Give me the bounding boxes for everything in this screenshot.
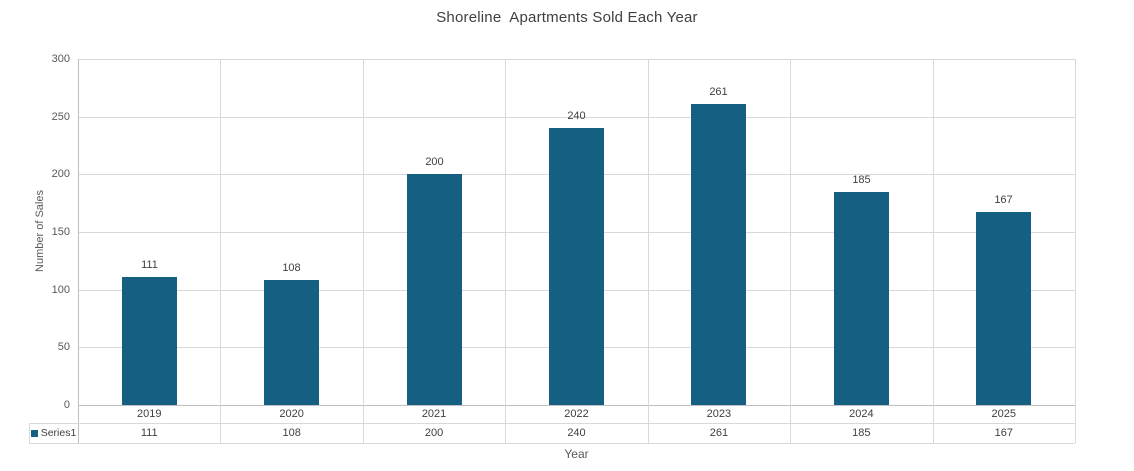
bar-value-label: 185 <box>852 174 871 186</box>
bar-value-label: 167 <box>994 194 1013 206</box>
gridline-vertical <box>1075 59 1076 443</box>
bar-value-label: 111 <box>141 259 158 271</box>
legend-series-swatch-icon <box>30 429 38 437</box>
gridline-horizontal <box>78 59 1075 60</box>
gridline-vertical <box>220 59 221 443</box>
bar-2025 <box>976 212 1031 405</box>
y-axis-tick-label: 0 <box>63 399 70 411</box>
table-value-cell: 261 <box>709 427 729 439</box>
legend: Series1 <box>29 423 78 443</box>
category-label: 2023 <box>706 408 732 420</box>
y-axis-line <box>78 59 79 443</box>
bar-2023 <box>691 104 746 405</box>
category-label: 2019 <box>136 408 162 420</box>
bar-value-label: 200 <box>425 156 444 168</box>
category-label: 2020 <box>279 408 304 420</box>
bar-2022 <box>549 128 604 405</box>
bar-value-label: 108 <box>282 262 301 274</box>
gridline-vertical <box>933 59 934 443</box>
bar-2020 <box>264 280 319 405</box>
x-axis-title: Year <box>564 447 589 461</box>
y-axis-tick-label: 250 <box>51 111 70 123</box>
y-axis-tick-label: 200 <box>51 168 70 180</box>
category-label: 2022 <box>564 408 589 420</box>
bar-value-label: 261 <box>709 86 728 98</box>
y-axis-tick-label: 100 <box>51 284 70 296</box>
gridline-vertical <box>505 59 506 443</box>
table-border-horizontal <box>29 423 1075 424</box>
bar-2019 <box>122 277 177 405</box>
gridline-horizontal <box>78 117 1075 118</box>
table-value-cell: 185 <box>852 427 871 439</box>
x-axis-line <box>78 405 1075 406</box>
legend-series-label: Series1 <box>40 427 77 439</box>
table-value-cell: 108 <box>282 427 301 439</box>
y-axis-tick-label: 150 <box>51 226 70 238</box>
legend-cell-left-border <box>29 423 30 443</box>
gridline-vertical <box>363 59 364 443</box>
chart-title: Shoreline Apartments Sold Each Year <box>436 9 698 26</box>
gridline-vertical <box>790 59 791 443</box>
y-axis-tick-label: 300 <box>51 53 70 65</box>
gridline-vertical <box>648 59 649 443</box>
table-border-horizontal <box>29 443 1075 444</box>
category-label: 2024 <box>849 408 874 420</box>
table-value-cell: 240 <box>567 427 586 439</box>
table-value-cell: 111 <box>140 427 158 439</box>
bar-value-label: 240 <box>567 110 586 122</box>
y-axis-tick-label: 50 <box>57 341 70 353</box>
category-label: 2025 <box>991 408 1017 420</box>
category-label: 2021 <box>421 408 447 420</box>
bar-2021 <box>407 174 462 405</box>
table-value-cell: 200 <box>424 427 444 439</box>
table-value-cell: 167 <box>994 427 1013 439</box>
bar-2024 <box>834 192 889 405</box>
